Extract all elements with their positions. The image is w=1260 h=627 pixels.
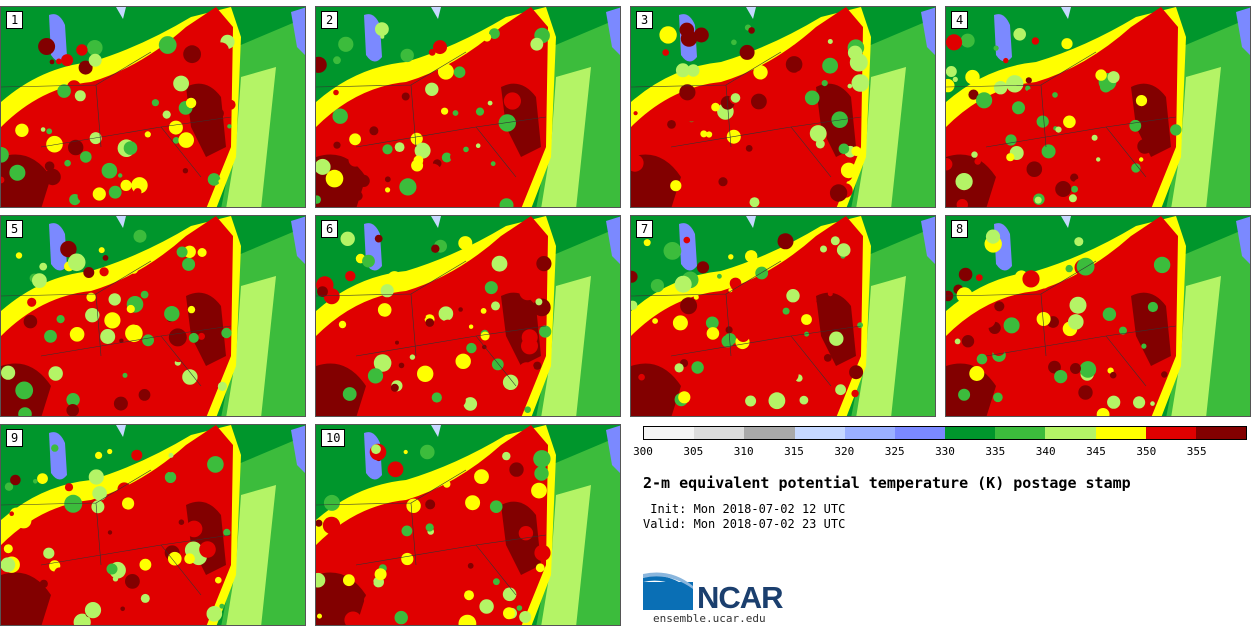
member-panel: 4: [945, 6, 1251, 208]
member-number-label: 1: [6, 11, 24, 29]
member-panel: 10: [315, 424, 621, 626]
member-panel: 2: [315, 6, 621, 208]
colorbar-tick-label: 350: [1136, 445, 1157, 458]
init-time: Init: Mon 2018-07-02 12 UTC: [643, 502, 846, 516]
colorbar-tick-label: 325: [884, 445, 905, 458]
colorbar-swatch: [744, 427, 795, 439]
member-number-label: 10: [321, 429, 346, 447]
colorbar-tick-label: 330: [935, 445, 955, 458]
colorbar-swatch: [1095, 427, 1146, 439]
member-number-label: 3: [636, 11, 654, 29]
colorbar-tick-label: 340: [1035, 445, 1056, 458]
ncar-logo-text: NCAR: [697, 580, 784, 615]
colorbar-swatch: [794, 427, 845, 439]
colorbar-swatch: [995, 427, 1046, 439]
member-number-label: 2: [321, 11, 339, 29]
colorbar-tick-label: 320: [834, 445, 855, 458]
plot-title: 2-m equivalent potential temperature (K)…: [643, 474, 1131, 492]
colorbar-swatch: [644, 427, 695, 439]
member-panel: 8: [945, 215, 1251, 417]
colorbar-tick-label: 355: [1186, 445, 1207, 458]
member-number-label: 4: [951, 11, 969, 29]
colorbar-swatch: [694, 427, 745, 439]
colorbar-swatch: [945, 427, 996, 439]
colorbar-tick-label: 300: [633, 445, 653, 458]
member-number-label: 9: [6, 429, 24, 447]
member-panel: 5: [0, 215, 306, 417]
colorbar-swatch: [1145, 427, 1196, 439]
colorbar-tick-label: 310: [733, 445, 754, 458]
colorbar-swatch: [894, 427, 946, 439]
colorbar-tick-label: 335: [985, 445, 1006, 458]
colorbar-swatch: [1195, 427, 1247, 439]
colorbar-swatch: [1045, 427, 1096, 439]
colorbar-tick-label: 345: [1086, 445, 1106, 458]
member-panel: 9: [0, 424, 306, 626]
member-panel: 3: [630, 6, 936, 208]
member-number-label: 7: [636, 220, 654, 238]
ncar-logo: [643, 572, 693, 610]
member-number-label: 5: [6, 220, 24, 238]
member-panel: 1: [0, 6, 306, 208]
member-panel: 6: [315, 215, 621, 417]
colorbar-tick-label: 305: [683, 445, 704, 458]
colorbar-ticks: 300 305 310 315 320 325 330 335 340 345 350 355: [633, 445, 1247, 459]
member-panel: 7: [630, 215, 936, 417]
site-url: ensemble.ucar.edu: [653, 612, 766, 625]
member-number-label: 8: [951, 220, 969, 238]
colorbar-swatch: [844, 427, 895, 439]
colorbar: [643, 426, 1247, 440]
colorbar-tick-label: 315: [784, 445, 804, 458]
member-number-label: 6: [321, 220, 339, 238]
valid-time: Valid: Mon 2018-07-02 23 UTC: [643, 517, 846, 531]
